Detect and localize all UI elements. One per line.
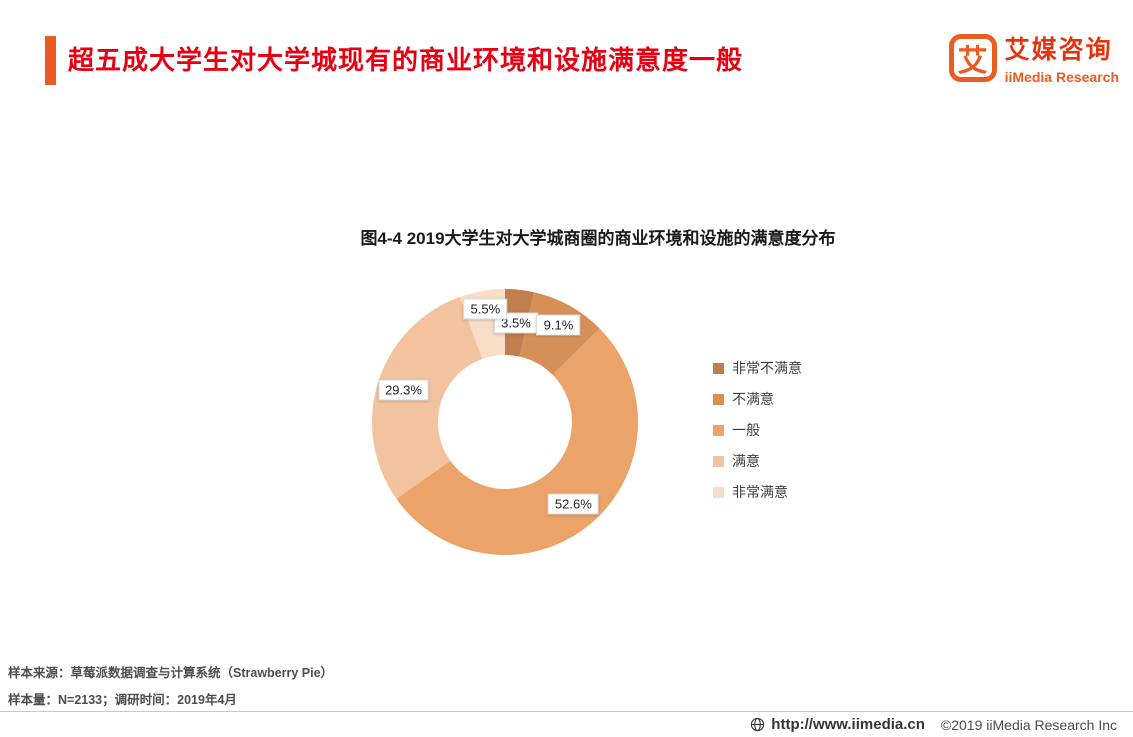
legend-label: 满意 (732, 453, 760, 469)
legend-item-1: 不满意 (713, 389, 802, 409)
logo-icon: 艾 (948, 33, 997, 82)
legend-item-2: 一般 (713, 420, 802, 440)
legend-item-3: 满意 (713, 451, 802, 471)
donut-chart: 3.5% 9.1% 52.6% 29.3% 5.5% (360, 277, 650, 567)
legend-label: 非常不满意 (732, 360, 802, 376)
logo-text: 艾媒咨询 iiMedia Research (1005, 30, 1119, 85)
legend-swatch-icon (713, 393, 724, 405)
logo-name-en: iiMedia Research (1004, 69, 1119, 85)
logo: 艾 艾媒咨询 iiMedia Research (948, 30, 1119, 85)
donut-chart-svg (372, 289, 638, 555)
sample-source-note: 样本来源：草莓派数据调查与计算系统（Strawberry Pie） (8, 666, 334, 680)
legend-item-0: 非常不满意 (713, 358, 802, 378)
logo-name-cn: 艾媒咨询 (1004, 36, 1113, 64)
bottom-divider (0, 711, 1133, 712)
donut-slice-3 (372, 296, 483, 499)
website-url[interactable]: http://www.iimedia.cn (771, 716, 925, 733)
legend-label: 非常满意 (732, 484, 788, 500)
legend-swatch-icon (713, 424, 724, 436)
globe-icon (750, 717, 765, 732)
legend-swatch-icon (713, 362, 724, 374)
legend-label: 不满意 (732, 391, 774, 407)
legend-swatch-icon (713, 486, 724, 498)
source-notes: 样本来源：草莓派数据调查与计算系统（Strawberry Pie） 样本量：N=… (8, 660, 333, 714)
page-title: 超五成大学生对大学城现有的商业环境和设施满意度一般 (68, 45, 744, 75)
legend-item-4: 非常满意 (713, 482, 802, 502)
copyright-text: ©2019 iiMedia Research Inc (940, 716, 1117, 733)
legend-label: 一般 (732, 422, 760, 438)
legend-swatch-icon (713, 455, 724, 467)
chart-legend: 非常不满意不满意一般满意非常满意 (713, 358, 802, 502)
chart-title: 图4-4 2019大学生对大学城商圈的商业环境和设施的满意度分布 (360, 229, 836, 248)
sample-size-note: 样本量：N=2133；调研时间：2019年4月 (8, 693, 237, 707)
title-accent-bar (45, 36, 56, 85)
bottom-bar: http://www.iimedia.cn ©2019 iiMedia Rese… (750, 716, 1117, 733)
